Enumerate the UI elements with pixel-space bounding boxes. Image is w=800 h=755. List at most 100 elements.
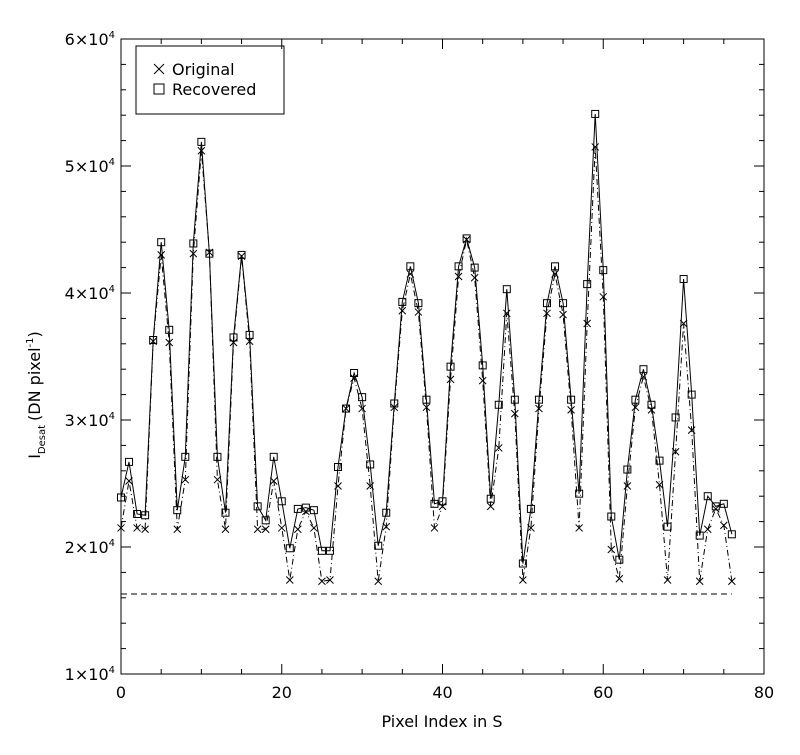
data-point-x (446, 375, 455, 384)
data-point-x (438, 502, 447, 511)
data-point-x (543, 309, 551, 318)
data-point-x (719, 521, 728, 530)
data-point-square (655, 456, 664, 465)
data-point-x-stroke (197, 146, 206, 155)
data-point-x-stroke (591, 143, 600, 151)
data-point-square (293, 504, 302, 513)
data-point-square (615, 555, 624, 564)
data-point-x (711, 505, 720, 513)
data-point-x-stroke (293, 525, 302, 534)
data-point-x-stroke (374, 577, 383, 586)
data-point-x-stroke (398, 306, 407, 315)
y-tick-label: 4×104 (65, 284, 115, 303)
data-point-square (366, 460, 375, 469)
data-point-x-stroke (478, 376, 487, 385)
data-point-x-stroke (663, 576, 672, 584)
data-point-x-stroke (703, 525, 712, 534)
data-point-x-stroke (221, 525, 230, 534)
data-point-x-stroke (181, 475, 190, 484)
data-point-square (213, 452, 222, 461)
data-point-square (398, 297, 407, 306)
data-point-x (197, 146, 206, 155)
data-point-square (173, 506, 182, 515)
data-point-x (430, 524, 439, 532)
x-axis: 0 20 40 60 80 (116, 39, 774, 702)
series-line-original (120, 146, 733, 582)
data-point-x (117, 524, 125, 532)
data-point-x-stroke (599, 292, 608, 301)
legend-marker-x-icon (153, 63, 165, 75)
data-point-x-stroke (567, 405, 575, 414)
y-tick-label: 3×104 (65, 411, 115, 430)
data-point-x-stroke (277, 524, 286, 532)
data-point-square (486, 494, 495, 503)
data-point-square (567, 395, 576, 404)
legend-label-recovered: Recovered (172, 80, 256, 99)
data-point-square (454, 262, 463, 271)
data-point-x (141, 525, 149, 534)
y-tick-label: 6×104 (65, 30, 115, 49)
data-point-square (141, 511, 150, 520)
data-point-square (317, 546, 326, 555)
data-point-x (510, 409, 519, 418)
data-point-x-stroke (414, 308, 423, 316)
data-point-x-stroke (543, 309, 551, 318)
data-point-x (382, 522, 391, 531)
data-point-x-stroke (711, 505, 720, 513)
data-point-x-stroke (535, 404, 543, 413)
x-tick-label: 40 (432, 683, 452, 702)
data-point-x (326, 576, 334, 584)
data-point-x-stroke (470, 273, 479, 282)
data-point-x (567, 405, 575, 414)
data-point-square (639, 365, 648, 374)
data-point-x-stroke (454, 272, 463, 281)
data-point-x (414, 308, 423, 316)
data-point-x (422, 403, 431, 412)
data-point-square (647, 400, 656, 409)
data-point-x-stroke (486, 502, 495, 511)
legend-label-original: Original (172, 60, 235, 79)
data-point-square (462, 234, 471, 243)
series-original (117, 143, 736, 586)
legend-item-original: Original (153, 60, 235, 79)
data-point-x (663, 576, 672, 584)
data-point-square (583, 280, 592, 289)
data-point-x-stroke (422, 403, 431, 412)
legend-item-recovered: Recovered (153, 80, 256, 99)
data-point-square (542, 299, 551, 308)
data-point-square (253, 502, 262, 511)
data-point-square (382, 508, 391, 517)
data-point-square (599, 266, 608, 275)
data-point-square (125, 457, 134, 466)
data-point-x-stroke (623, 482, 632, 490)
data-point-square (277, 497, 286, 506)
data-point-x (261, 525, 270, 534)
data-point-x (486, 502, 495, 511)
data-point-square (205, 249, 214, 258)
data-point-square (133, 509, 142, 518)
data-point-x (470, 273, 479, 282)
data-point-x-stroke (326, 576, 334, 584)
data-point-x-stroke (173, 525, 182, 534)
data-point-x-stroke (615, 574, 624, 583)
y-tick-label: 2×104 (65, 538, 115, 557)
data-point-x-stroke (631, 403, 640, 412)
data-point-x-stroke (519, 576, 527, 584)
data-point-x-stroke (647, 405, 656, 414)
data-point-x (494, 444, 503, 452)
data-point-square (197, 137, 206, 146)
data-point-x-stroke (438, 502, 447, 511)
data-point-x-stroke (559, 310, 567, 319)
data-point-x (181, 475, 190, 484)
data-point-x-stroke (285, 576, 294, 584)
y-tick-label: 5×104 (65, 157, 115, 176)
data-point-square (703, 492, 712, 501)
data-point-x (695, 577, 704, 586)
data-point-square (390, 399, 399, 408)
data-point-x (607, 545, 616, 554)
data-point-square (430, 499, 439, 508)
data-point-square (221, 508, 230, 517)
data-point-square (607, 512, 616, 521)
data-point-x (703, 525, 712, 534)
data-point-x (285, 576, 294, 584)
